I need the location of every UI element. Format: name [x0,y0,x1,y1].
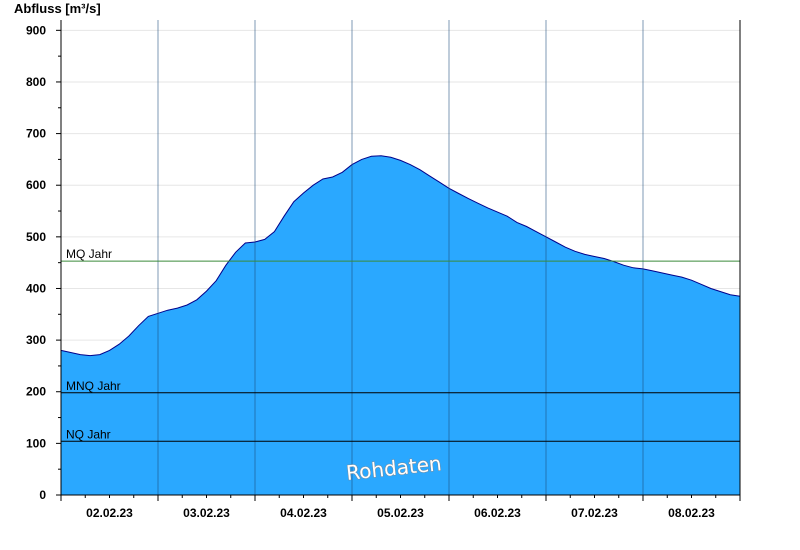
y-tick-label: 300 [26,333,46,347]
y-tick-label: 800 [26,75,46,89]
x-tick-label: 05.02.23 [377,506,424,520]
x-tick-label: 02.02.23 [86,506,133,520]
y-ticks: 0 100 200 300 400 500 600 700 800 900 [26,23,61,502]
reference-label: NQ Jahr [66,427,111,441]
reference-label: MQ Jahr [66,247,112,261]
x-ticks: 02.02.23 03.02.23 04.02.23 05.02.23 06.02.23… [60,495,741,520]
y-tick-label: 200 [26,385,46,399]
y-tick-label: 700 [26,127,46,141]
x-tick-label: 07.02.23 [571,506,618,520]
x-tick-label: 06.02.23 [474,506,521,520]
y-tick-label: 100 [26,436,46,450]
x-tick-label: 04.02.23 [280,506,327,520]
x-tick-label: 08.02.23 [668,506,715,520]
discharge-line [60,155,741,357]
y-axis-label: Abfluss [m³/s] [14,1,101,16]
y-tick-label: 400 [26,281,46,295]
reference-label: MNQ Jahr [66,379,121,393]
reference-lines: MQ Jahr MNQ Jahr NQ Jahr [61,247,740,442]
y-tick-label: 0 [39,488,46,502]
x-tick-label: 03.02.23 [183,506,230,520]
y-tick-label: 900 [26,23,46,37]
y-tick-label: 600 [26,178,46,192]
day-separators [157,20,644,495]
discharge-area [61,155,740,496]
y-tick-label: 500 [26,230,46,244]
